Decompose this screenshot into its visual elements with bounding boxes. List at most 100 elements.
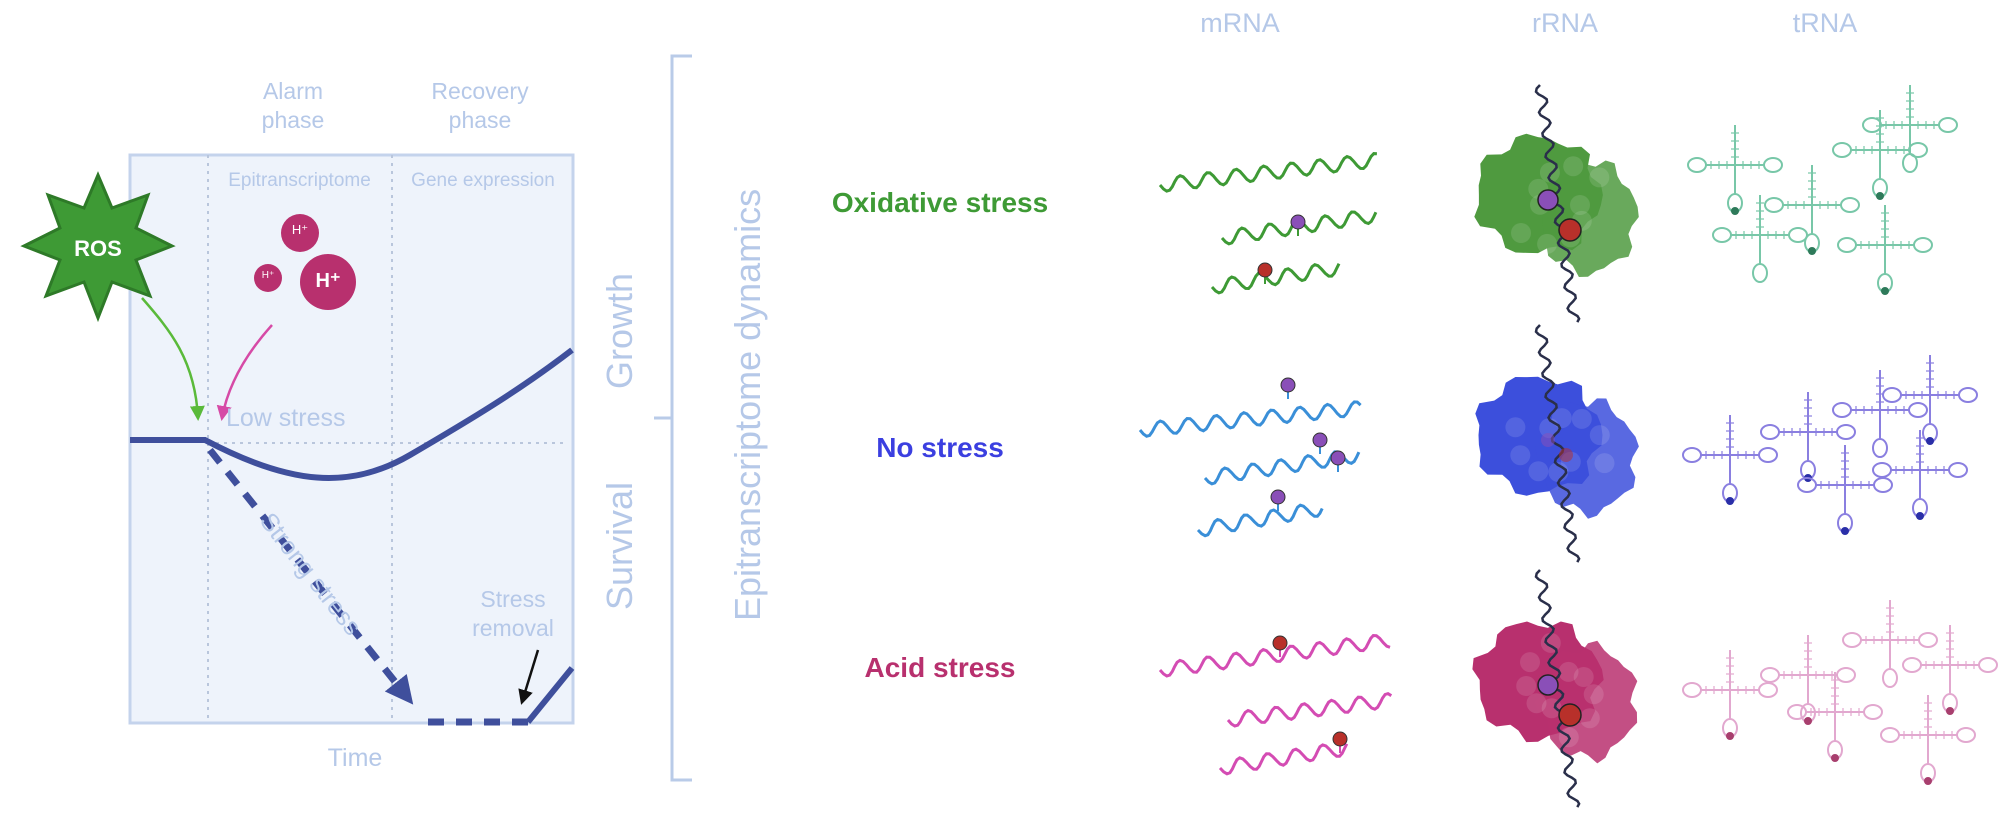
epitranscriptome-subheader: Epitranscriptome — [228, 170, 371, 191]
trna-d-loop — [1832, 142, 1852, 158]
trna-cloverleaf — [1764, 165, 1860, 255]
trna-cloverleaf — [1787, 672, 1883, 762]
trna-cloverleaf — [1832, 110, 1928, 200]
proton-large — [300, 254, 356, 310]
trna-t-loop — [1788, 227, 1808, 243]
trna-t-loop — [1763, 157, 1783, 173]
trna-d-loop — [1712, 227, 1732, 243]
trna-d-loop — [1882, 387, 1902, 403]
trna-cloverleaf — [1882, 355, 1978, 445]
trna-cloverleaf — [1862, 85, 1958, 173]
ros-arrow — [141, 297, 205, 421]
modification-dot — [1270, 489, 1286, 505]
ribosome-texture — [1528, 461, 1549, 482]
modification-dot — [1272, 635, 1288, 651]
recovery-tail — [525, 666, 575, 724]
trna-t-loop — [1873, 477, 1893, 493]
trna-cloverleaf — [1682, 415, 1778, 505]
ribosome-texture — [1573, 667, 1594, 687]
trna-cloverleaf — [1837, 205, 1933, 295]
trna-cloverleaf — [1902, 625, 1998, 715]
ribosome-texture — [1570, 195, 1590, 215]
modification-dot — [1558, 218, 1582, 242]
trna-anticodon-loop — [1902, 153, 1918, 173]
trna-t-loop — [1758, 447, 1778, 463]
modification-dot — [1831, 754, 1839, 762]
column-header-trna: tRNA — [1792, 8, 1858, 38]
row-label-oxidative: Oxidative stress — [831, 187, 1049, 218]
trna-cloverleaf — [1842, 600, 1938, 688]
trna-d-loop — [1760, 667, 1780, 683]
trna-d-loop — [1872, 462, 1892, 478]
ribosome-texture — [1563, 156, 1584, 177]
ribosome-texture — [1511, 223, 1531, 243]
modification-dot — [1731, 207, 1739, 215]
trna-cloverleaf — [1760, 392, 1856, 482]
trna-d-loop — [1682, 447, 1702, 463]
row-label-no-stress: No stress — [876, 432, 1004, 463]
alarm-phase-label: Alarm phase — [261, 78, 325, 133]
modification-dot — [1312, 432, 1328, 448]
epitranscriptome-bracket — [654, 54, 692, 782]
ribosome-texture — [1589, 167, 1610, 188]
modification-dot — [1558, 703, 1582, 727]
trna-t-loop — [1948, 462, 1968, 478]
trna-t-loop — [1958, 387, 1978, 403]
gene-expression-subheader: Gene expression — [411, 170, 555, 191]
trna-d-loop — [1880, 727, 1900, 743]
ribosome-texture — [1537, 233, 1558, 254]
mrna-column — [1138, 152, 1393, 776]
mrna-strand-oxidative — [1158, 152, 1377, 193]
row-label-acid: Acid stress — [864, 652, 1016, 683]
trna-cloverleaf — [1712, 195, 1808, 283]
trna-t-loop — [1956, 727, 1976, 743]
trna-d-loop — [1760, 424, 1780, 440]
modification-dot — [1537, 189, 1559, 211]
trna-cloverleaf — [1797, 445, 1893, 535]
trna-d-loop — [1797, 477, 1817, 493]
ribosome-texture — [1594, 453, 1615, 474]
modification-dot — [1257, 262, 1273, 278]
trna-d-loop — [1862, 117, 1882, 133]
trna-anticodon-loop — [1872, 438, 1888, 458]
proton-medium-label: H⁺ — [291, 222, 309, 237]
ros-starburst — [20, 171, 176, 323]
rrna-strand — [1534, 324, 1581, 563]
trna-d-loop — [1842, 632, 1862, 648]
trna-d-loop — [1764, 197, 1784, 213]
trna-t-loop — [1758, 682, 1778, 698]
modification-dot — [1841, 527, 1849, 535]
mrna-strand-acid — [1158, 633, 1391, 678]
survival-axis-label: Survival — [599, 481, 640, 611]
modification-dot — [1876, 192, 1884, 200]
ribosome-texture — [1583, 684, 1604, 705]
ribosome-texture — [1579, 708, 1600, 729]
trna-d-loop — [1832, 402, 1852, 418]
strong-stress-dashed — [207, 447, 414, 705]
trna-cloverleaf — [1687, 125, 1783, 215]
proton-medium — [281, 214, 319, 252]
trna-d-loop — [1902, 657, 1922, 673]
ros-label: ROS — [74, 236, 122, 261]
ribosome-texture — [1558, 661, 1579, 682]
trna-t-loop — [1908, 402, 1928, 418]
ribosome-texture — [1520, 652, 1540, 673]
modification-dot — [1804, 717, 1812, 725]
trna-t-loop — [1840, 197, 1860, 213]
trna-t-loop — [1918, 632, 1938, 648]
trna-d-loop — [1687, 157, 1707, 173]
mrna-strand-oxidative — [1210, 263, 1341, 295]
stress-removal-label: Stress removal — [472, 586, 554, 641]
column-header-rrna: rRNA — [1532, 8, 1598, 38]
trna-t-loop — [1836, 424, 1856, 440]
ribosome-texture — [1571, 408, 1592, 429]
modification-dot — [1808, 247, 1816, 255]
ribosome-texture — [1505, 417, 1526, 438]
trna-d-loop — [1787, 704, 1807, 720]
trna-d-loop — [1837, 237, 1857, 253]
proton-large-label: H⁺ — [315, 270, 341, 292]
trna-t-loop — [1978, 657, 1998, 673]
modification-dot — [1332, 731, 1348, 747]
recovery-phase-label: Recovery phase — [431, 78, 529, 133]
